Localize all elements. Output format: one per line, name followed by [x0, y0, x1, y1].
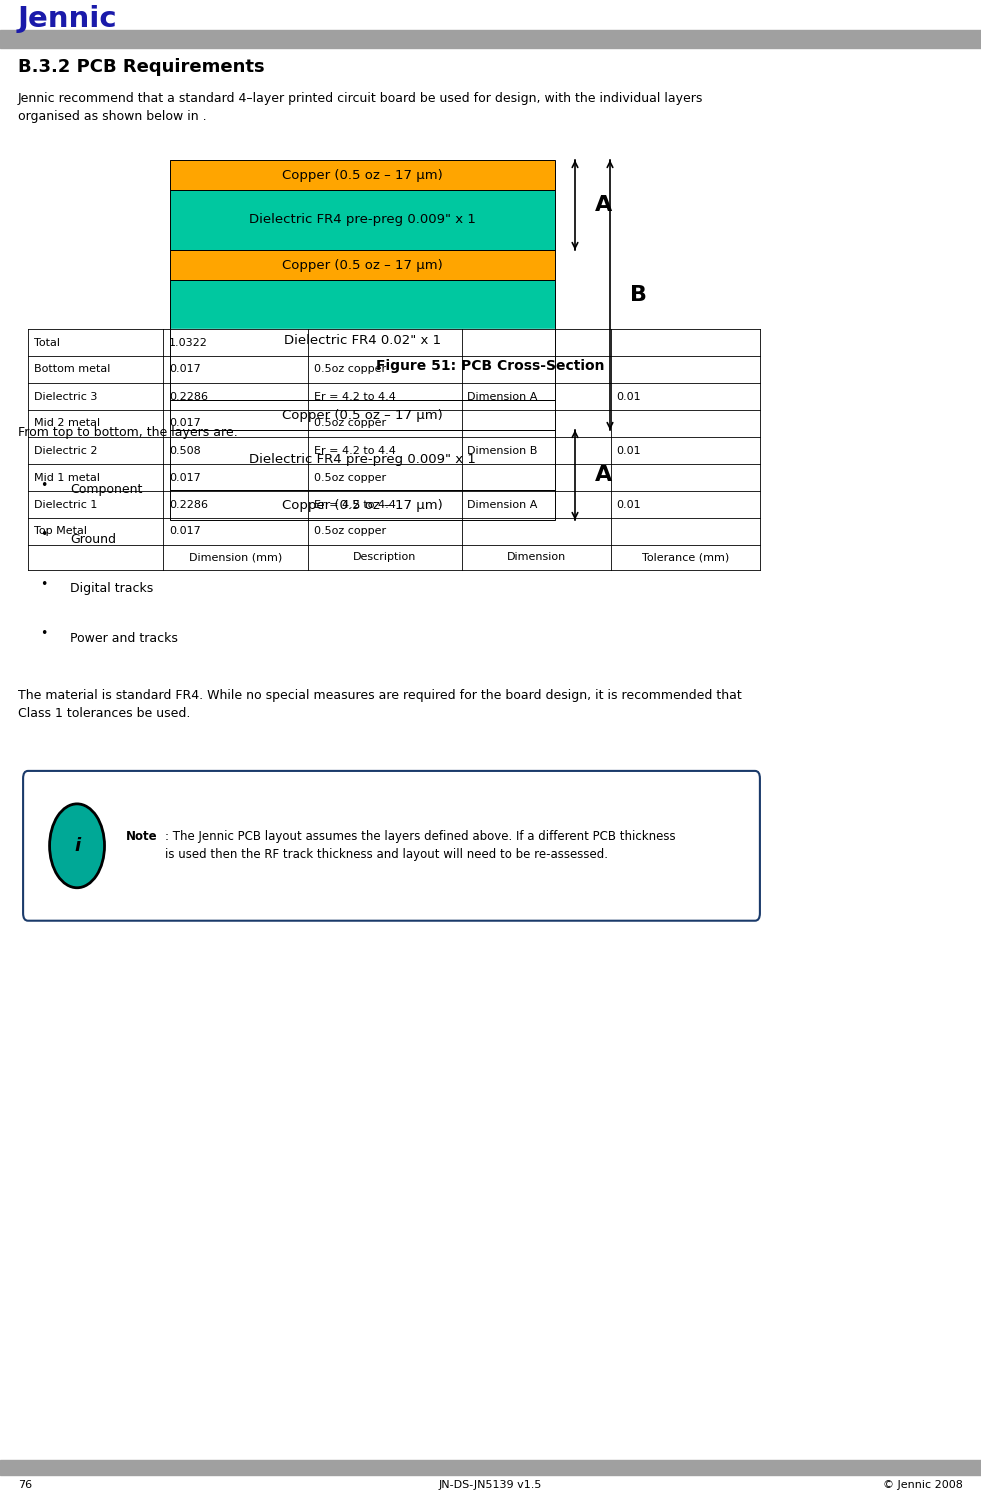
Text: Bottom metal: Bottom metal [34, 364, 110, 374]
Bar [170, 490, 555, 520]
Text: Mid 1 metal: Mid 1 metal [34, 472, 100, 482]
Text: Jennic: Jennic [18, 4, 118, 33]
Text: © Jennic 2008: © Jennic 2008 [883, 1480, 963, 1491]
Text: The material is standard FR4. While no special measures are required for the boa: The material is standard FR4. While no s… [18, 689, 742, 719]
Text: Jennic recommend that a standard 4–layer printed circuit board be used for desig: Jennic recommend that a standard 4–layer… [18, 91, 703, 123]
Text: 0.5oz copper: 0.5oz copper [314, 472, 386, 482]
Text: Digital tracks: Digital tracks [70, 583, 153, 595]
Bar [28, 330, 760, 571]
Text: 76: 76 [18, 1480, 32, 1491]
Text: •: • [40, 479, 48, 491]
Text: 0.01: 0.01 [617, 499, 642, 509]
Text: Dielectric FR4 0.02" x 1: Dielectric FR4 0.02" x 1 [284, 334, 441, 346]
Text: A: A [594, 195, 612, 216]
Text: Copper (0.5 oz – 17 μm): Copper (0.5 oz – 17 μm) [283, 259, 442, 271]
Text: 0.508: 0.508 [169, 445, 201, 455]
Bar [170, 280, 555, 400]
Text: Dielectric FR4 pre-preg 0.009" x 1: Dielectric FR4 pre-preg 0.009" x 1 [249, 454, 476, 466]
Bar [170, 190, 555, 250]
Text: 1.0322: 1.0322 [169, 337, 208, 348]
Text: Er = 4.2 to 4.4: Er = 4.2 to 4.4 [314, 445, 395, 455]
Text: Tolerance (mm): Tolerance (mm) [642, 553, 729, 563]
Text: B.3.2 PCB Requirements: B.3.2 PCB Requirements [18, 58, 265, 76]
Text: A: A [594, 464, 612, 485]
Bar [170, 400, 555, 430]
Text: Dielectric FR4 pre-preg 0.009" x 1: Dielectric FR4 pre-preg 0.009" x 1 [249, 214, 476, 226]
Bar [170, 160, 555, 190]
Bar [170, 430, 555, 490]
Bar [170, 250, 555, 280]
Text: Dielectric 2: Dielectric 2 [34, 445, 97, 455]
Text: JN-DS-JN5139 v1.5: JN-DS-JN5139 v1.5 [439, 1480, 542, 1491]
FancyBboxPatch shape [24, 771, 760, 921]
Text: 0.5oz copper: 0.5oz copper [314, 364, 386, 374]
Text: Dielectric 1: Dielectric 1 [34, 499, 97, 509]
Text: 0.017: 0.017 [169, 418, 201, 428]
Text: i: i [74, 837, 80, 855]
Text: Note: Note [127, 830, 158, 843]
Bar [170, 430, 555, 490]
Text: : The Jennic PCB layout assumes the layers defined above. If a different PCB thi: : The Jennic PCB layout assumes the laye… [166, 830, 676, 861]
Text: Copper (0.5 oz – 17 μm): Copper (0.5 oz – 17 μm) [283, 409, 442, 421]
Text: •: • [40, 628, 48, 640]
Text: 0.017: 0.017 [169, 364, 201, 374]
Text: Power and tracks: Power and tracks [70, 632, 178, 644]
Text: Dimension: Dimension [506, 553, 566, 563]
Text: •: • [40, 529, 48, 541]
Text: 0.5oz copper: 0.5oz copper [314, 526, 386, 536]
Text: 0.5oz copper: 0.5oz copper [314, 418, 386, 428]
Text: Copper (0.5 oz – 17 μm): Copper (0.5 oz – 17 μm) [283, 168, 442, 181]
Bar [170, 280, 555, 400]
Bar [0, 30, 981, 48]
Text: Mid 2 metal: Mid 2 metal [34, 418, 100, 428]
Text: 0.2286: 0.2286 [169, 499, 208, 509]
Text: Figure 51: PCB Cross-Section: Figure 51: PCB Cross-Section [377, 360, 604, 373]
Bar [0, 1461, 981, 1476]
Text: 0.017: 0.017 [169, 526, 201, 536]
Bar [170, 250, 555, 280]
Text: 0.01: 0.01 [617, 391, 642, 401]
Text: Dimension (mm): Dimension (mm) [189, 553, 283, 563]
Circle shape [50, 804, 105, 888]
Text: •: • [40, 578, 48, 590]
Text: Total: Total [34, 337, 60, 348]
Text: Description: Description [353, 553, 416, 563]
Text: 0.017: 0.017 [169, 472, 201, 482]
Text: Dimension A: Dimension A [468, 391, 538, 401]
Bar [170, 190, 555, 250]
Text: 0.01: 0.01 [617, 445, 642, 455]
Text: Copper (0.5 oz – 17 μm): Copper (0.5 oz – 17 μm) [283, 499, 442, 511]
Text: Er = 4.2 to 4.4: Er = 4.2 to 4.4 [314, 499, 395, 509]
Text: Ground: Ground [70, 533, 116, 545]
Text: 0.2286: 0.2286 [169, 391, 208, 401]
Text: Component: Component [70, 484, 142, 496]
Text: Dimension A: Dimension A [468, 499, 538, 509]
Text: Dielectric 3: Dielectric 3 [34, 391, 97, 401]
Text: Top Metal: Top Metal [34, 526, 87, 536]
Text: Er = 4.2 to 4.4: Er = 4.2 to 4.4 [314, 391, 395, 401]
Bar [170, 160, 555, 190]
Text: B: B [630, 285, 646, 306]
Text: From top to bottom, the layers are:: From top to bottom, the layers are: [18, 427, 237, 439]
Bar [170, 490, 555, 520]
Bar [170, 400, 555, 430]
Text: Dimension B: Dimension B [468, 445, 538, 455]
